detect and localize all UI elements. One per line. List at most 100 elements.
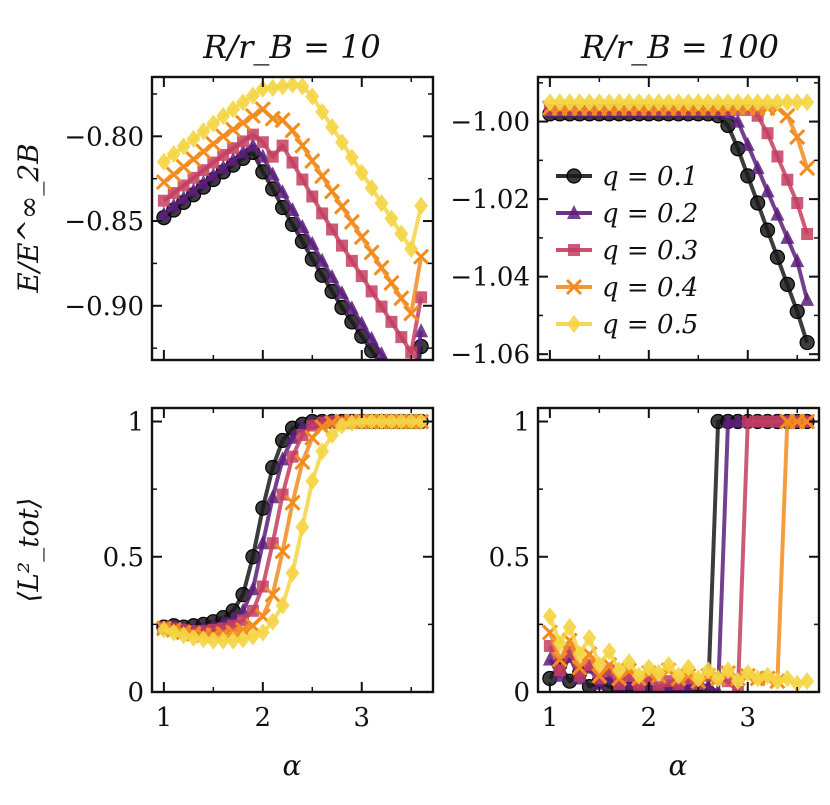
data-point (225, 121, 242, 138)
data-point (354, 163, 369, 182)
data-point (385, 315, 398, 328)
data-point (562, 618, 577, 637)
data-point (305, 87, 320, 106)
data-point (206, 631, 221, 650)
data-point (236, 630, 251, 649)
data-point (789, 129, 806, 146)
data-point (750, 93, 765, 112)
data-point (542, 93, 557, 112)
data-point (582, 93, 597, 112)
data-point (790, 674, 805, 692)
legend-entry-5: q = 0.5 (556, 310, 698, 340)
data-point (799, 413, 816, 430)
data-point (780, 669, 795, 688)
data-point (286, 156, 299, 169)
legend-entry-4: q = 0.4 (556, 273, 698, 303)
data-point (156, 620, 171, 639)
x-tick-label: 2 (255, 703, 272, 733)
data-point (740, 93, 755, 112)
data-point (769, 249, 786, 265)
data-point (760, 666, 775, 685)
data-point (701, 661, 716, 680)
data-point (542, 651, 557, 666)
xlabel-bottom-left: α (283, 749, 302, 782)
legend-marker (568, 244, 580, 256)
data-point (790, 253, 805, 268)
data-point (800, 93, 815, 112)
legend: q = 0.1 q = 0.2 q = 0.3 q = 0.4 q = 0.5 (556, 162, 698, 340)
data-point (316, 207, 329, 220)
data-point (166, 197, 181, 212)
data-point (711, 93, 726, 112)
data-point (186, 628, 201, 647)
data-point (265, 612, 280, 631)
data-point (779, 107, 796, 124)
data-point (315, 252, 330, 267)
data-point (205, 135, 222, 152)
data-point (759, 222, 776, 238)
legend-marker (566, 168, 582, 184)
data-point (227, 142, 240, 155)
data-point (305, 472, 320, 491)
data-point (326, 223, 339, 236)
data-point (157, 194, 170, 207)
data-point (314, 418, 331, 435)
data-point (612, 661, 627, 680)
data-point (552, 93, 567, 112)
data-point (799, 160, 816, 177)
data-point (750, 195, 766, 211)
data-point (265, 79, 280, 98)
data-point (315, 442, 330, 461)
data-point (186, 129, 201, 148)
data-point (572, 93, 587, 112)
data-point (276, 139, 289, 152)
data-point (414, 323, 429, 338)
legend-marker (565, 278, 583, 296)
data-point (226, 152, 241, 167)
plot-area-top-left (155, 77, 430, 406)
axes-frame (536, 75, 821, 362)
data-point (404, 412, 419, 431)
data-point (582, 628, 597, 647)
data-point (641, 658, 656, 677)
data-point (333, 198, 351, 215)
data-point (770, 672, 785, 691)
legend-marker (567, 315, 581, 333)
data-point (384, 412, 399, 431)
data-point (553, 664, 566, 677)
axes-frame (536, 406, 821, 694)
data-point (196, 122, 211, 141)
data-point (234, 114, 252, 131)
data-point (740, 168, 756, 184)
data-point (414, 196, 429, 215)
data-point (285, 77, 300, 94)
data-point (571, 659, 588, 676)
legend-label: q = 0.1 (602, 162, 698, 192)
y-tick-label: −0.85 (64, 207, 144, 237)
data-point (711, 669, 726, 688)
data-point (405, 346, 418, 359)
data-point (720, 413, 735, 428)
data-point (404, 392, 418, 406)
y-tick-label: −0.80 (64, 122, 144, 152)
data-point (285, 202, 300, 217)
plot-area-bottom-right (541, 413, 816, 692)
data-point (275, 596, 290, 615)
y-tick-label: −0.90 (64, 292, 144, 322)
data-point (286, 450, 299, 463)
data-point (345, 254, 358, 267)
data-point (216, 106, 231, 125)
data-point (197, 164, 210, 177)
y-tick-label: 0 (127, 678, 144, 708)
data-point (770, 93, 785, 112)
data-point (661, 655, 676, 674)
data-point (206, 114, 221, 133)
data-point (284, 122, 301, 139)
data-point (365, 285, 378, 298)
data-point (344, 148, 359, 167)
data-point (275, 451, 290, 466)
data-point (354, 315, 369, 330)
panel-title-top-right: R/r_B = 100 (580, 28, 779, 66)
data-point (681, 93, 696, 112)
data-point (394, 387, 408, 401)
